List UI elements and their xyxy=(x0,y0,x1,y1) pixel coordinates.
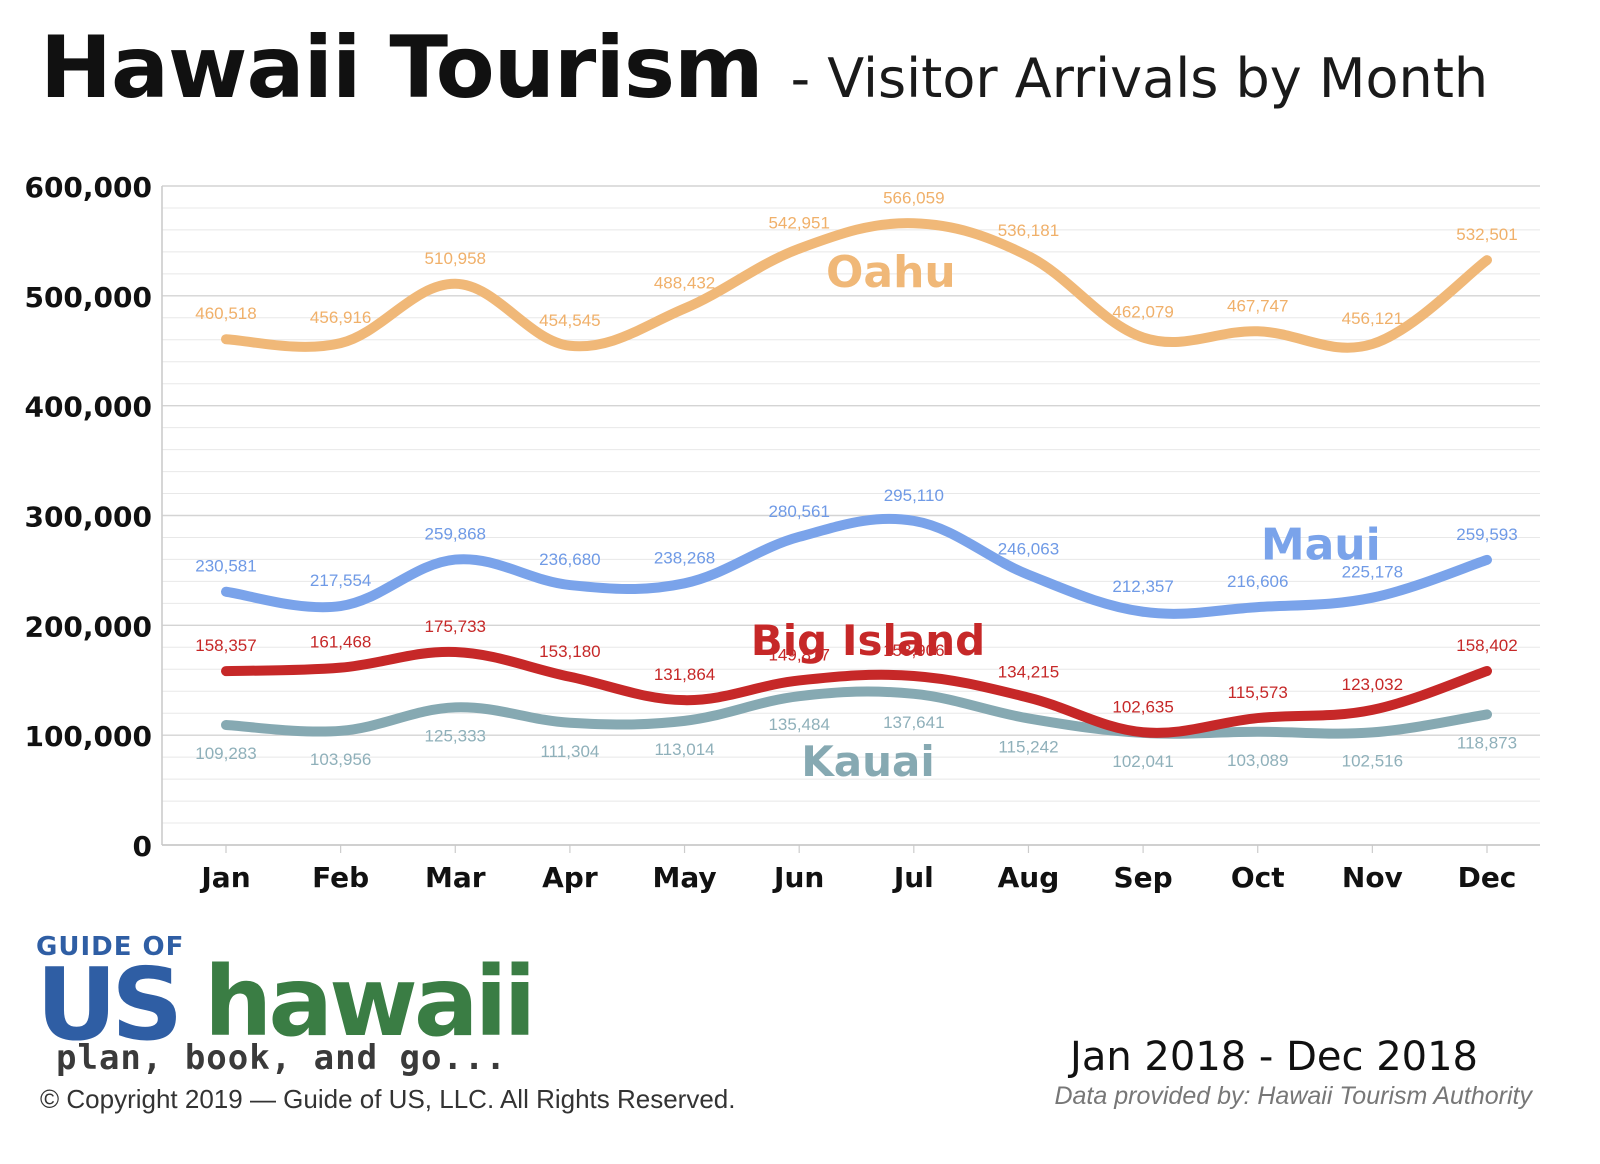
data-label: 488,432 xyxy=(654,274,715,293)
x-tick-label: Jun xyxy=(772,861,824,894)
data-label: 134,215 xyxy=(998,663,1059,682)
logo-hawaii-text: hawaii xyxy=(204,946,536,1058)
logo-guide-of-text: GUIDE OF xyxy=(36,932,185,962)
data-label: 462,079 xyxy=(1112,302,1173,321)
series-line-big-island xyxy=(221,646,1492,738)
chart-title-block: Hawaii Tourism - Visitor Arrivals by Mont… xyxy=(40,18,1488,118)
x-tick-label: Feb xyxy=(312,861,369,894)
series-name-label: Oahu xyxy=(826,247,956,298)
guide-of-us-hawaii-logo: GUIDE OF US hawaii plan, book, and go... xyxy=(36,932,556,1092)
data-label: 259,593 xyxy=(1456,525,1517,544)
data-label: 259,868 xyxy=(425,525,486,544)
y-tick-label: 300,000 xyxy=(24,501,152,534)
data-label: 280,561 xyxy=(768,502,829,521)
series-line-kauai xyxy=(221,686,1492,739)
logo-us-text: US xyxy=(36,946,183,1063)
data-label: 566,059 xyxy=(883,188,944,207)
data-label: 153,906 xyxy=(883,641,944,660)
chart-title: Hawaii Tourism xyxy=(40,18,764,118)
series-line-oahu xyxy=(221,218,1492,353)
data-label: 175,733 xyxy=(425,617,486,636)
x-tick-label: Dec xyxy=(1458,861,1517,894)
series-name-label: Big Island xyxy=(751,616,985,665)
data-label: 135,484 xyxy=(768,715,829,734)
data-label: 456,916 xyxy=(310,308,371,327)
data-label: 230,581 xyxy=(195,557,256,576)
x-tick-label: Sep xyxy=(1113,861,1172,894)
data-label: 103,956 xyxy=(310,750,371,769)
x-tick-label: Apr xyxy=(542,861,598,894)
x-tick-label: Oct xyxy=(1231,861,1285,894)
y-tick-label: 600,000 xyxy=(24,171,152,204)
data-label: 131,864 xyxy=(654,665,715,684)
data-label: 510,958 xyxy=(425,249,486,268)
y-tick-label: 200,000 xyxy=(24,610,152,643)
data-label: 212,357 xyxy=(1112,577,1173,596)
data-label: 123,032 xyxy=(1342,675,1403,694)
logo-tagline: plan, book, and go... xyxy=(56,1038,507,1078)
x-tick-label: May xyxy=(652,861,716,894)
data-label: 161,468 xyxy=(310,633,371,652)
data-label: 542,951 xyxy=(768,214,829,233)
data-label: 217,554 xyxy=(310,571,371,590)
data-label: 102,516 xyxy=(1342,751,1403,770)
y-tick-label: 400,000 xyxy=(24,391,152,424)
data-label: 102,635 xyxy=(1112,697,1173,716)
y-tick-label: 0 xyxy=(133,830,152,863)
series-name-label: Maui xyxy=(1261,519,1381,570)
data-label: 111,304 xyxy=(540,742,599,761)
x-tick-label: Aug xyxy=(998,861,1060,894)
data-label: 454,545 xyxy=(539,311,600,330)
data-label: 246,063 xyxy=(998,540,1059,559)
data-label: 236,680 xyxy=(539,550,600,569)
series-line-maui xyxy=(221,513,1492,619)
data-label: 238,268 xyxy=(654,548,715,567)
series-name-label: Kauai xyxy=(801,737,935,786)
data-label: 118,873 xyxy=(1457,733,1517,752)
data-label: 532,501 xyxy=(1456,225,1517,244)
data-label: 153,180 xyxy=(539,642,600,661)
data-label: 467,747 xyxy=(1227,296,1288,315)
x-tick-label: Jul xyxy=(892,861,934,894)
data-label: 113,014 xyxy=(654,740,714,759)
data-label: 115,242 xyxy=(998,737,1058,756)
y-tick-label: 500,000 xyxy=(24,281,152,314)
date-range: Jan 2018 - Dec 2018 xyxy=(1070,1034,1478,1080)
data-label: 115,573 xyxy=(1228,683,1288,702)
data-source: Data provided by: Hawaii Tourism Authori… xyxy=(1054,1082,1532,1110)
data-label: 216,606 xyxy=(1227,572,1288,591)
data-label: 109,283 xyxy=(195,744,256,763)
data-label: 149,817 xyxy=(768,645,829,664)
data-label: 137,641 xyxy=(883,713,944,732)
x-tick-label: Nov xyxy=(1342,861,1403,894)
data-label: 456,121 xyxy=(1342,309,1403,328)
data-label: 295,110 xyxy=(884,486,944,505)
y-tick-label: 100,000 xyxy=(24,720,152,753)
data-label: 158,402 xyxy=(1456,636,1517,655)
data-label: 225,178 xyxy=(1342,563,1403,582)
x-tick-label: Mar xyxy=(425,861,486,894)
data-label: 536,181 xyxy=(998,221,1059,240)
copyright-notice: © Copyright 2019 — Guide of US, LLC. All… xyxy=(40,1084,736,1114)
chart-subtitle: - Visitor Arrivals by Month xyxy=(790,47,1489,110)
data-label: 103,089 xyxy=(1227,751,1288,770)
data-label: 125,333 xyxy=(425,726,486,745)
data-label: 460,518 xyxy=(195,304,256,323)
data-label: 158,357 xyxy=(195,636,256,655)
x-tick-label: Jan xyxy=(199,861,250,894)
line-chart: 0 100,000 200,000 300,000 400,000 500,000 600,… xyxy=(24,171,1540,894)
data-label: 102,041 xyxy=(1112,752,1173,771)
